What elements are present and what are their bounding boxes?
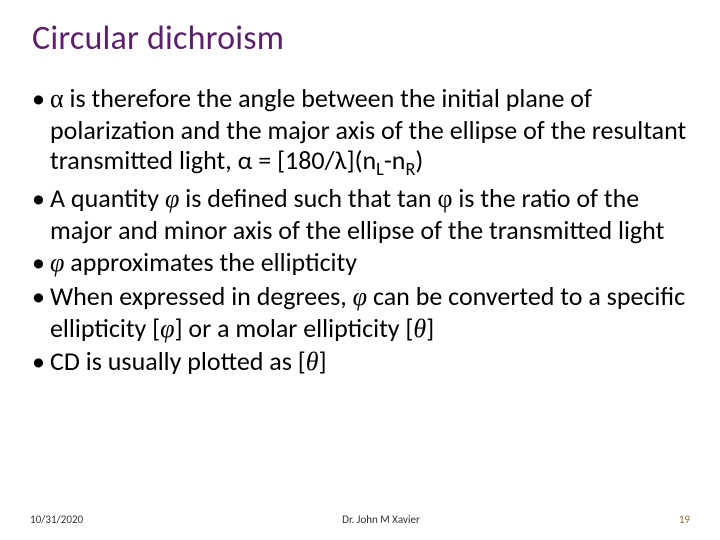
footer-date: 10/31/2020 [30, 513, 83, 526]
bullet-marker: • [32, 83, 50, 181]
bullet-item: •CD is usually plotted as [θ] [32, 346, 692, 378]
bullet-marker: • [32, 346, 50, 378]
bullet-marker: • [32, 183, 50, 245]
bullet-text: A quantity φ is defined such that tan φ … [50, 183, 692, 245]
slide-footer: 10/31/2020 Dr. John M Xavier 19 [0, 513, 720, 526]
bullet-text: When expressed in degrees, φ can be conv… [50, 281, 692, 344]
bullet-text: CD is usually plotted as [θ] [50, 346, 692, 378]
bullet-item: •φ approximates the ellipticity [32, 247, 692, 279]
bullet-marker: • [32, 281, 50, 344]
bullet-marker: • [32, 247, 50, 279]
bullet-text: α is therefore the angle between the ini… [50, 83, 692, 181]
footer-author: Dr. John M Xavier [83, 513, 679, 526]
bullet-item: •α is therefore the angle between the in… [32, 83, 692, 181]
bullet-item: •When expressed in degrees, φ can be con… [32, 281, 692, 344]
bullet-list: •α is therefore the angle between the in… [28, 83, 692, 378]
slide-title: Circular dichroism [28, 18, 692, 59]
footer-page-number: 19 [679, 513, 690, 526]
slide: Circular dichroism •α is therefore the a… [0, 0, 720, 540]
bullet-item: •A quantity φ is defined such that tan φ… [32, 183, 692, 245]
bullet-text: φ approximates the ellipticity [50, 247, 692, 279]
